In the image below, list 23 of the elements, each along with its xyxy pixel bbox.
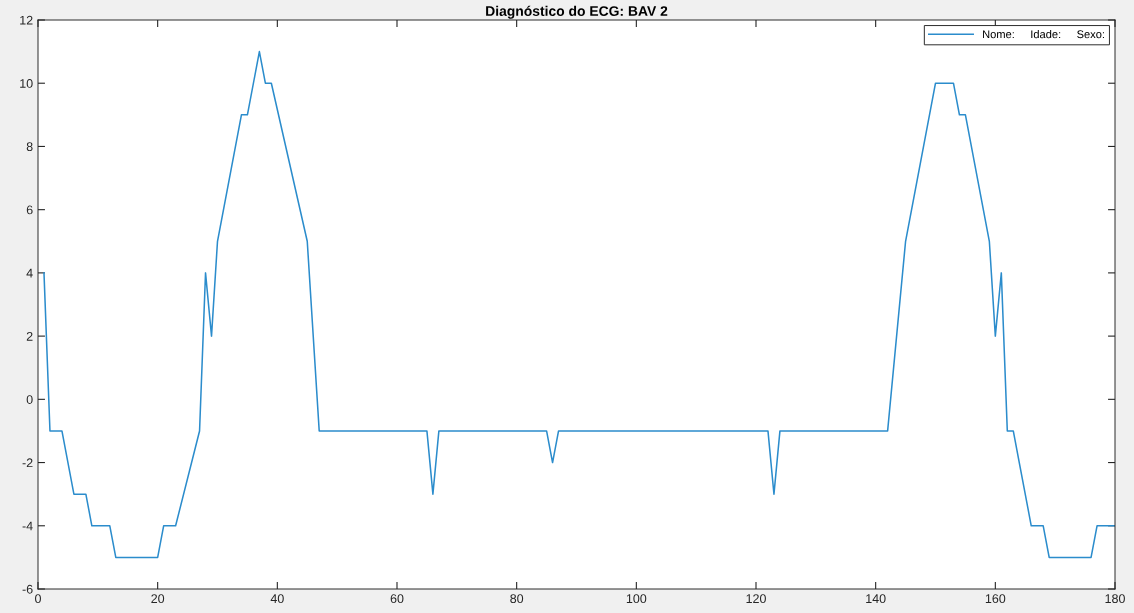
x-tick-label: 120 [746,594,766,604]
y-tick-label: 10 [20,79,33,88]
x-tick-label: 100 [626,594,647,604]
legend-label: Nome: Idade: Sexo: [983,30,1104,39]
y-tick-label: -2 [22,458,33,468]
chart-title: Diagnóstico do ECG: BAV 2 [486,5,668,19]
x-tick-label: 60 [390,594,404,604]
y-tick-label: 12 [20,15,33,25]
x-tick-label: 40 [270,594,284,604]
y-tick-label: 8 [26,142,33,152]
y-tick-label: 4 [26,268,33,278]
x-tick-label: 140 [866,594,886,604]
x-tick-label: 160 [985,594,1006,604]
x-tick-label: 0 [35,594,41,604]
y-tick-label: 0 [26,395,33,404]
y-tick-label: -4 [22,521,33,531]
y-tick-label: 6 [26,205,33,215]
x-tick-label: 20 [151,594,165,604]
x-tick-label: 80 [510,594,524,604]
y-tick-label: -6 [22,584,33,594]
line-series [43,50,1115,559]
x-tick-label: 180 [1105,594,1125,604]
y-tick-label: 2 [26,331,33,341]
